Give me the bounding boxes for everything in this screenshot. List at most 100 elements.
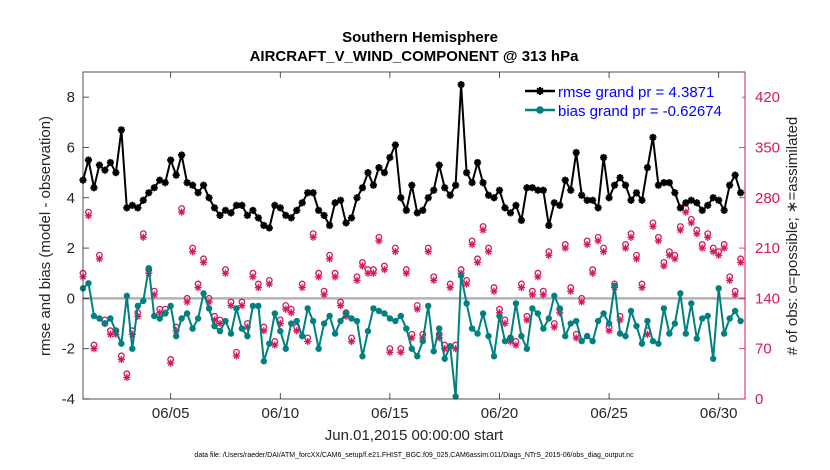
chart-title: Southern Hemisphere — [342, 29, 498, 46]
bias-point — [518, 332, 525, 340]
rmse-point — [550, 199, 558, 207]
obs-assimilated-point — [490, 287, 498, 295]
rmse-point — [391, 141, 399, 149]
rmse-point — [380, 169, 389, 177]
bias-point — [425, 302, 432, 310]
bias-point — [342, 310, 350, 317]
bias-point — [638, 340, 646, 347]
bias-point — [304, 305, 311, 312]
obs-assimilated-point — [139, 233, 147, 241]
obs-assimilated-point — [358, 262, 367, 270]
rmse-point — [698, 206, 706, 214]
bias-point — [375, 307, 383, 315]
obs-assimilated-point — [693, 230, 701, 238]
bias-point — [512, 300, 520, 307]
bias-point — [309, 317, 317, 325]
obs-assimilated-point — [347, 337, 356, 346]
rmse-point — [709, 194, 717, 202]
obs-assimilated-point — [720, 244, 728, 252]
x-axis: 06/05 06/10 06/15 06/20 06/25 06/30 — [152, 72, 737, 422]
bias-point — [578, 337, 585, 345]
rmse-point — [265, 224, 273, 232]
obs-assimilated-point — [216, 319, 224, 328]
obs-assimilated-point — [649, 222, 657, 231]
rmse-point — [369, 181, 378, 189]
rmse-point — [249, 206, 257, 214]
obs-assimilated-point — [446, 284, 454, 292]
rmse-point — [172, 171, 180, 179]
bias-point — [167, 302, 174, 310]
bias-point — [720, 330, 728, 337]
rmse-point — [408, 181, 416, 189]
bias-point — [266, 340, 273, 347]
obs-assimilated-point — [90, 345, 98, 353]
rmse-point — [682, 199, 690, 207]
bias-point — [666, 330, 673, 337]
bias-point — [540, 325, 547, 332]
rmse-point — [517, 216, 526, 225]
obs-assimilated-point — [737, 258, 745, 267]
obs-assimilated-point — [709, 248, 717, 256]
rmse-point — [512, 201, 520, 209]
bias-point — [331, 330, 339, 337]
rmse-point — [194, 189, 202, 197]
bias-point — [299, 332, 306, 340]
bias-point — [430, 348, 437, 355]
rmse-point — [605, 194, 613, 202]
bias-point — [605, 320, 613, 327]
plot-background — [83, 72, 745, 399]
y-tick-label: 8 — [67, 89, 75, 106]
y-right-tick-label: 70 — [755, 341, 772, 358]
bias-point — [660, 305, 668, 312]
rmse-point — [347, 214, 356, 222]
rmse-point — [632, 189, 641, 197]
bias-point — [249, 302, 257, 310]
obs-assimilated-point — [391, 248, 399, 256]
obs-assimilated-point — [84, 212, 93, 220]
rmse-point — [84, 156, 93, 164]
rmse-point — [106, 158, 115, 167]
bias-point — [156, 315, 163, 322]
bias-point — [644, 317, 651, 325]
rmse-point — [238, 201, 246, 209]
rmse-point — [726, 181, 734, 189]
bias-point — [194, 315, 202, 322]
bias-point — [271, 310, 279, 317]
y-tick-label: 6 — [67, 139, 75, 156]
rmse-point — [397, 194, 405, 202]
obs-assimilated-point — [600, 248, 608, 256]
bias-point — [293, 317, 300, 325]
rmse-point — [534, 186, 542, 194]
rmse-point — [336, 196, 345, 204]
bias-point — [101, 320, 109, 327]
rmse-point — [90, 184, 98, 192]
bias-point — [381, 310, 388, 317]
rmse-point — [243, 211, 252, 219]
obs-assimilated-point — [402, 269, 410, 277]
obs-assimilated-point — [194, 284, 202, 292]
rmse-point — [123, 204, 131, 212]
obs-assimilated-point — [369, 269, 378, 277]
obs-assimilated-point — [501, 319, 509, 328]
bias-point — [353, 317, 361, 325]
rmse-point — [260, 221, 268, 230]
bias-point — [211, 322, 218, 330]
rmse-point — [353, 194, 361, 202]
rmse-point — [117, 126, 125, 134]
bias-point — [107, 315, 114, 322]
bias-point — [616, 330, 624, 337]
rmse-point — [189, 181, 197, 189]
obs-assimilated-point — [512, 341, 520, 349]
bias-point — [589, 337, 596, 345]
bias-point — [436, 325, 443, 332]
plot-area: 06/05 06/10 06/15 06/20 06/25 06/30 -4 -2 0 2 4 6 8… — [62, 71, 780, 422]
bias-point — [501, 337, 509, 345]
y-axis-label-left: rmse and bias (model - observation) — [37, 116, 54, 356]
obs-assimilated-point — [199, 258, 208, 267]
obs-assimilated-point — [676, 226, 684, 234]
obs-assimilated-point — [304, 337, 312, 346]
obs-assimilated-point — [561, 244, 569, 252]
rmse-point — [479, 179, 487, 187]
rmse-point — [687, 196, 695, 204]
